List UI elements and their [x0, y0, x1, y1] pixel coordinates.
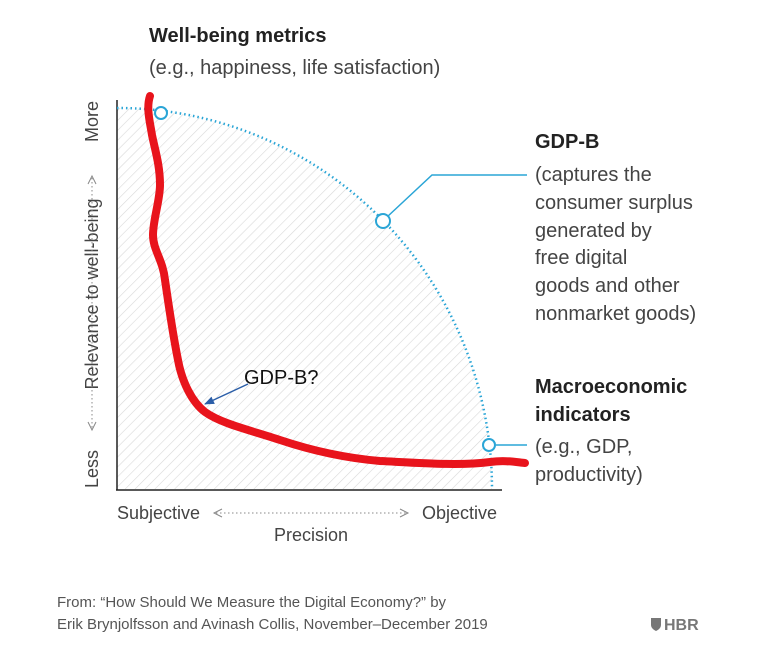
macro-desc-line: productivity)	[535, 464, 643, 486]
gdpb-desc-line: consumer surplus	[535, 192, 693, 214]
gdpb-desc-line: generated by	[535, 220, 652, 242]
gdpb-desc-line: free digital	[535, 247, 627, 269]
footer-source-line: From: “How Should We Measure the Digital…	[57, 594, 447, 611]
gdpb-question-text: GDP-B?	[244, 367, 318, 389]
hbr-logo: HBR	[664, 617, 699, 634]
gdpb-desc-line: (captures the	[535, 164, 652, 186]
y-axis-arrowhead-up	[87, 174, 97, 185]
gdpb-leader-line	[386, 174, 527, 218]
footer-source-line: Erik Brynjolfsson and Avinash Collis, No…	[57, 616, 488, 633]
x-axis-low-label: Subjective	[117, 503, 200, 523]
macro-marker	[482, 438, 496, 452]
gdpb-desc-line: nonmarket goods)	[535, 303, 696, 325]
macro-title-line: Macroeconomic	[535, 376, 687, 398]
y-axis-high-label: More	[82, 101, 102, 142]
gdpb-desc-line: goods and other	[535, 275, 680, 297]
wellbeing-subtitle: (e.g., happiness, life satisfaction)	[149, 57, 440, 79]
x-axis-title: Precision	[274, 525, 348, 545]
frontier-area	[117, 108, 492, 489]
y-axis-low-label: Less	[82, 450, 102, 488]
frontier-curve	[116, 106, 494, 490]
wellbeing-title: Well-being metrics	[149, 25, 326, 47]
wellbeing-marker	[154, 106, 168, 120]
gdpb-marker	[375, 213, 391, 229]
x-axis-arrowhead-left	[212, 508, 223, 518]
gdpb-question-arrow	[204, 383, 249, 405]
gdpb-hand-drawn-curve	[144, 92, 529, 468]
hbr-shield-icon	[651, 618, 661, 631]
x-axis-high-label: Objective	[422, 503, 497, 523]
y-axis-arrowhead-down	[87, 421, 97, 432]
macro-title-line: indicators	[535, 404, 631, 426]
macro-desc-line: (e.g., GDP,	[535, 436, 632, 458]
gdpb-title: GDP-B	[535, 131, 599, 153]
x-axis-arrowhead-right	[399, 508, 410, 518]
